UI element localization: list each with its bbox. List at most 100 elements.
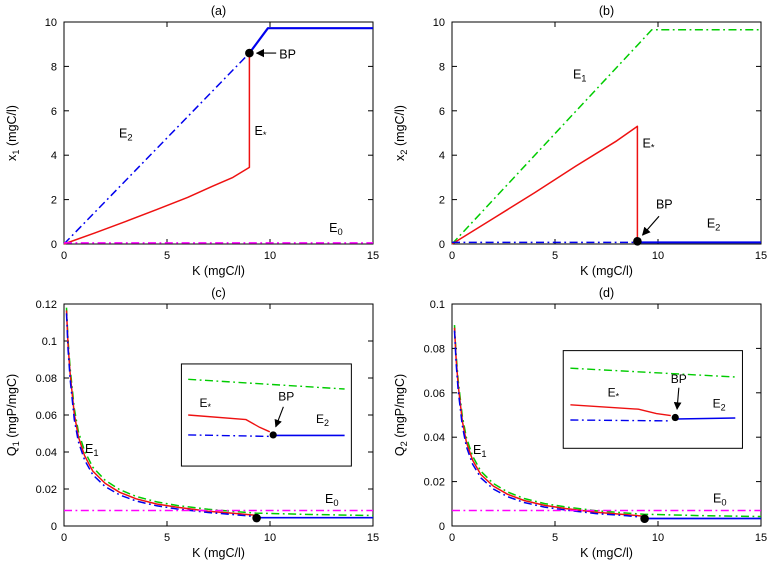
inset-series-d-Estar <box>570 404 671 417</box>
chart-title-a: (a) <box>211 4 226 18</box>
inset-series-d-E1-dashdot <box>570 367 736 378</box>
series-c-E2-dashdot <box>65 313 256 518</box>
y-tick-label: 2 <box>51 195 57 207</box>
chart-c: 0 5 10 15 0 0.02 0.04 0.06 0.08 0.1 0.12 K (mgC/l) Q… <box>5 286 379 560</box>
x-tick-label: 5 <box>552 532 558 544</box>
y-tick-label: 0.02 <box>36 484 57 496</box>
equilibrium-label: E1 <box>573 68 587 84</box>
y-tick-label: 0.06 <box>36 410 57 422</box>
axes-box-b <box>451 21 762 245</box>
x-tick-label: 5 <box>552 250 558 262</box>
inset-bp-marker-d <box>671 413 679 422</box>
inset-equilibrium-label: E* <box>608 386 620 402</box>
chart-b: 0 5 10 15 0 2 4 6 8 10 K (mgC/l) x2 (mgC/l) (b) E1 E* E… <box>393 4 767 278</box>
equilibrium-label: E1 <box>473 443 487 459</box>
series-b-E1-dashdot <box>451 29 761 245</box>
x-tick-label: 0 <box>61 532 67 544</box>
equilibrium-label: E2 <box>119 126 133 142</box>
y-axis-label-c: Q1 (mgP/mgC) <box>5 374 21 456</box>
equilibrium-label: E0 <box>325 492 339 508</box>
bp-marker-d <box>640 514 649 523</box>
chart-title-c: (c) <box>211 286 226 300</box>
x-axis-label-c: K (mgC/l) <box>192 546 245 560</box>
equilibrium-label: E* <box>643 136 655 152</box>
y-axis-label-d: Q2 (mgP/mgC) <box>393 374 409 456</box>
y-tick-label: 10 <box>45 17 57 29</box>
x-tick-label: 15 <box>367 250 379 262</box>
x-axis-label-b: K (mgC/l) <box>580 264 633 278</box>
chart-title-b: (b) <box>599 4 614 18</box>
inset-equilibrium-label: E2 <box>316 412 329 428</box>
x-tick-label: 0 <box>449 532 455 544</box>
x-tick-label: 10 <box>264 250 276 262</box>
inset-bp-marker-c <box>269 431 277 439</box>
series-a-E2-solid-plateau <box>248 27 373 54</box>
series-d-E2-dashdot <box>453 330 644 519</box>
y-tick-label: 0 <box>51 239 57 251</box>
y-tick-label: 6 <box>51 106 57 118</box>
chart-a: 0 5 10 15 0 2 4 6 8 10 K (mgC/l) x1 (mgC/l) (a) E2 E* E… <box>5 4 379 278</box>
y-tick-label: 6 <box>439 106 445 118</box>
x-tick-label: 10 <box>652 250 664 262</box>
y-tick-label: 4 <box>51 150 57 162</box>
series-a-E2-dashdot <box>63 52 250 245</box>
equilibrium-label: E2 <box>707 216 721 232</box>
inset-series-c-Estar <box>188 414 271 433</box>
inset-series-d-E2-solid <box>676 417 736 420</box>
inset-series-c-E1-dashdot <box>188 378 345 390</box>
inset-series-c-E2-dashdot <box>188 434 270 438</box>
inset-equilibrium-label: E2 <box>713 396 726 412</box>
equilibrium-label: E* <box>255 124 267 140</box>
bp-annotation-text: BP <box>656 197 673 211</box>
y-axis-label-b: x2 (mgC/l) <box>393 105 409 161</box>
equilibrium-label: E0 <box>713 492 727 508</box>
x-tick-label: 0 <box>61 250 67 262</box>
bp-annotation-text: BP <box>279 48 296 62</box>
x-tick-label: 10 <box>652 532 664 544</box>
y-tick-label: 0.1 <box>430 299 445 311</box>
series-b-Estar <box>451 125 639 245</box>
bp-marker-a <box>245 48 254 58</box>
x-tick-label: 15 <box>755 532 767 544</box>
y-axis-label-a: x1 (mgC/l) <box>5 105 21 161</box>
inset-bp-annotation-text: BP <box>671 372 687 386</box>
y-tick-label: 8 <box>51 61 57 73</box>
chart-d: 0 5 10 15 0 0.02 0.04 0.06 0.08 0.1 K (mgC/l) Q2 (m… <box>393 286 767 560</box>
y-tick-label: 10 <box>433 17 445 29</box>
y-tick-label: 0 <box>439 239 445 251</box>
x-axis-label-d: K (mgC/l) <box>580 546 633 560</box>
y-tick-label: 0.04 <box>424 432 445 444</box>
y-tick-label: 0.06 <box>424 388 445 400</box>
inset-equilibrium-label: E* <box>199 396 211 412</box>
x-tick-label: 15 <box>367 532 379 544</box>
y-tick-label: 0.04 <box>36 447 57 459</box>
y-tick-label: 8 <box>439 61 445 73</box>
y-tick-label: 0 <box>51 521 57 533</box>
chart-title-d: (d) <box>599 286 614 300</box>
y-tick-label: 4 <box>439 150 445 162</box>
y-tick-label: 0.08 <box>36 373 57 385</box>
inset-box-c <box>180 363 352 467</box>
y-tick-label: 0.02 <box>424 477 445 489</box>
inset-bp-annotation-text: BP <box>278 390 294 404</box>
inset-bp-annotation-arrow <box>274 406 284 428</box>
equilibrium-label: E0 <box>329 221 343 237</box>
x-tick-label: 10 <box>264 532 276 544</box>
x-tick-label: 5 <box>164 250 170 262</box>
series-c-Estar <box>65 310 258 518</box>
x-tick-label: 15 <box>755 250 767 262</box>
bp-marker-c <box>252 513 261 523</box>
y-tick-label: 0.1 <box>42 336 57 348</box>
series-a-Estar <box>63 53 251 245</box>
inset-bp-annotation-arrow <box>673 387 682 410</box>
x-tick-label: 5 <box>164 532 170 544</box>
y-tick-label: 0.08 <box>424 343 445 355</box>
y-tick-label: 2 <box>439 195 445 207</box>
axes-box-d <box>451 303 762 527</box>
axes-box-a <box>63 21 374 245</box>
y-tick-label: 0 <box>439 521 445 533</box>
bp-marker-b <box>633 237 642 246</box>
y-tick-label: 0.12 <box>36 299 57 311</box>
x-axis-label-a: K (mgC/l) <box>192 264 245 278</box>
